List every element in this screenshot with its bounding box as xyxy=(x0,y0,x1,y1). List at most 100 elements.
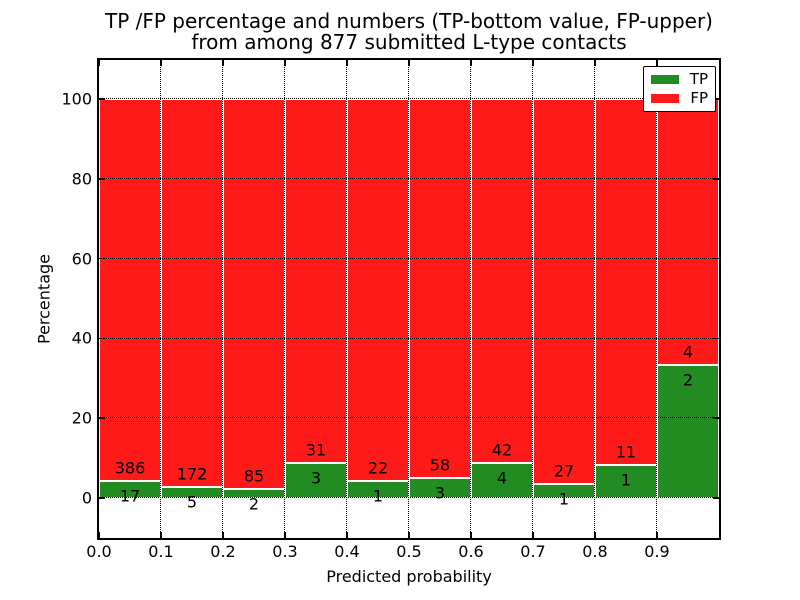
grid-line-vertical xyxy=(284,60,286,538)
y-tick-mark xyxy=(99,257,105,260)
y-tick-label: 0 xyxy=(81,488,92,508)
tp-count-label: 5 xyxy=(186,492,198,512)
y-tick-mark-right xyxy=(713,497,719,499)
x-tick-mark xyxy=(656,532,658,538)
x-tick-mark xyxy=(222,532,224,538)
y-tick-mark xyxy=(99,178,105,180)
fp-count-label: 31 xyxy=(305,440,327,460)
grid-line-vertical xyxy=(470,60,472,538)
y-tick-label: 60 xyxy=(71,249,92,269)
bar-segment-tp xyxy=(657,365,719,498)
y-tick-mark xyxy=(99,98,105,100)
grid-line-horizontal xyxy=(99,497,719,499)
fp-count-label: 58 xyxy=(429,455,451,475)
x-tick-label: 0.8 xyxy=(582,542,608,561)
y-tick-mark-right xyxy=(713,98,719,100)
legend-entry-tp: TP xyxy=(651,72,708,87)
y-tick-mark xyxy=(99,497,105,499)
tp-count-label: 1 xyxy=(620,470,632,490)
x-tick-mark-top xyxy=(594,60,596,66)
legend: TP FP xyxy=(643,66,716,112)
y-tick-label: 100 xyxy=(61,89,92,109)
chart-title-line-1: TP /FP percentage and numbers (TP-bottom… xyxy=(105,9,713,33)
y-tick-mark-right xyxy=(713,257,719,260)
bar-segment-fp xyxy=(595,99,657,465)
tp-legend-swatch-icon xyxy=(651,75,679,84)
x-tick-mark-top xyxy=(222,60,224,66)
x-tick-mark xyxy=(284,532,286,538)
grid-line-vertical xyxy=(346,60,348,538)
x-tick-mark-top xyxy=(470,60,472,66)
fp-count-label: 42 xyxy=(491,440,513,460)
tp-count-label: 3 xyxy=(434,483,446,503)
fp-count-label: 22 xyxy=(367,458,389,478)
legend-label-tp: TP xyxy=(689,70,708,88)
x-tick-mark xyxy=(532,532,534,538)
y-tick-mark xyxy=(99,337,105,340)
y-axis-label: Percentage xyxy=(34,253,54,345)
bar-segment-fp xyxy=(657,99,719,365)
tp-count-label: 2 xyxy=(682,370,694,390)
tp-count-label: 1 xyxy=(558,489,570,509)
tp-count-label: 17 xyxy=(119,486,141,506)
y-tick-mark xyxy=(99,417,105,419)
y-tick-mark-right xyxy=(713,337,719,340)
grid-line-vertical xyxy=(222,60,224,538)
bar-segment-tp xyxy=(595,464,657,498)
grid-line-horizontal xyxy=(99,257,719,259)
bar-segment-fp xyxy=(223,99,285,489)
grid-line-horizontal xyxy=(99,337,719,339)
chart-title: TP /FP percentage and numbers (TP-bottom… xyxy=(99,11,719,53)
x-tick-mark-top xyxy=(346,60,348,66)
x-tick-mark xyxy=(594,532,596,538)
x-tick-mark xyxy=(98,532,100,538)
x-tick-label: 0.6 xyxy=(458,542,484,561)
grid-line-horizontal xyxy=(99,98,719,100)
bar-segment-fp xyxy=(99,99,161,482)
grid-line-vertical xyxy=(408,60,410,538)
y-tick-mark-right xyxy=(713,417,719,419)
x-tick-mark xyxy=(346,532,348,538)
x-tick-label: 0.9 xyxy=(644,542,670,561)
grid-line-vertical xyxy=(594,60,596,538)
y-tick-label: 80 xyxy=(71,169,92,189)
tp-count-label: 3 xyxy=(310,468,322,488)
x-tick-mark-top xyxy=(532,60,534,66)
x-tick-mark-top xyxy=(656,60,658,66)
x-tick-mark xyxy=(408,532,410,538)
bar-segment-fp xyxy=(347,99,409,481)
fp-count-label: 27 xyxy=(553,461,575,481)
x-tick-label: 0.7 xyxy=(520,542,546,561)
fp-count-label: 85 xyxy=(243,466,265,486)
y-tick-label: 20 xyxy=(71,408,92,428)
x-tick-label: 0.5 xyxy=(396,542,422,561)
tp-count-label: 1 xyxy=(372,486,384,506)
fp-count-label: 386 xyxy=(114,458,146,478)
grid-line-horizontal xyxy=(99,178,719,180)
bar-segment-fp xyxy=(161,99,223,487)
grid-line-horizontal xyxy=(99,417,719,419)
x-tick-label: 0.2 xyxy=(210,542,236,561)
tp-count-label: 2 xyxy=(248,494,260,514)
legend-label-fp: FP xyxy=(690,89,708,107)
x-tick-mark-top xyxy=(408,60,410,66)
grid-line-vertical xyxy=(160,60,162,538)
chart-title-line-2: from among 877 submitted L-type contacts xyxy=(191,30,627,54)
x-tick-mark-top xyxy=(98,60,100,66)
fp-count-label: 4 xyxy=(682,342,694,362)
y-tick-mark-right xyxy=(713,178,719,180)
grid-line-vertical xyxy=(656,60,658,538)
fp-legend-swatch-icon xyxy=(651,94,679,103)
bar-segment-fp xyxy=(471,99,533,464)
x-tick-label: 0.1 xyxy=(148,542,174,561)
x-tick-mark-top xyxy=(284,60,286,66)
fp-count-label: 172 xyxy=(176,464,208,484)
x-tick-label: 0.4 xyxy=(334,542,360,561)
legend-entry-fp: FP xyxy=(651,91,708,106)
x-tick-label: 0.0 xyxy=(86,542,112,561)
x-tick-mark-top xyxy=(160,60,162,66)
bar-segment-fp xyxy=(409,99,471,479)
tp-count-label: 4 xyxy=(496,468,508,488)
bar-segment-fp xyxy=(285,99,347,463)
